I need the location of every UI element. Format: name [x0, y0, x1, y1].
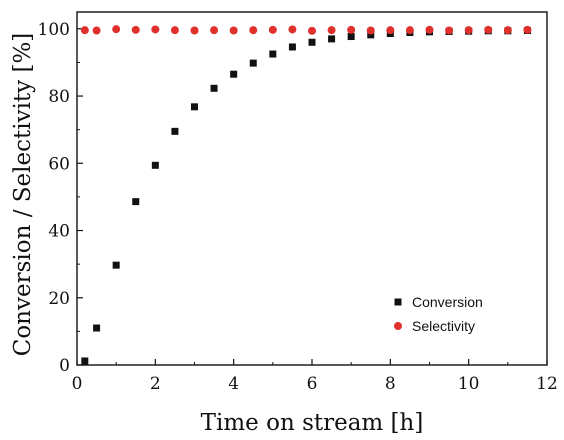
y-tick-label: 0: [59, 356, 70, 376]
selectivity-point: [523, 25, 532, 34]
legend: Conversion Selectivity: [394, 294, 483, 334]
conversion-point: [347, 33, 355, 41]
conversion-point: [151, 161, 159, 169]
selectivity-point: [445, 26, 454, 35]
selectivity-point: [92, 26, 101, 35]
x-tick-label: 4: [228, 374, 239, 394]
selectivity-point: [268, 25, 277, 34]
y-axis-ticks: 0 20 40 60 80 100: [38, 20, 83, 376]
y-tick-label: 80: [48, 87, 70, 107]
conversion-point: [249, 59, 257, 67]
conversion-point: [308, 38, 316, 46]
legend-marker-conversion: [394, 298, 402, 306]
selectivity-point: [308, 26, 316, 35]
conversion-point: [269, 50, 277, 58]
conversion-point: [171, 127, 179, 135]
y-tick-label: 20: [48, 289, 70, 309]
x-tick-label: 12: [536, 374, 558, 394]
selectivity-point: [288, 25, 297, 34]
conversion-point: [367, 31, 375, 39]
x-axis-title: Time on stream [h]: [201, 410, 424, 436]
selectivity-point: [249, 26, 258, 35]
selectivity-point: [464, 26, 473, 35]
y-tick-label: 40: [48, 222, 70, 242]
selectivity-point: [347, 25, 356, 34]
series-conversion: [81, 26, 531, 365]
selectivity-point: [386, 26, 395, 35]
data-series: [80, 25, 532, 365]
legend-label-selectivity: Selectivity: [412, 318, 475, 334]
x-tick-label: 6: [307, 374, 318, 394]
selectivity-point: [112, 25, 121, 34]
selectivity-point: [170, 26, 179, 35]
conversion-point: [230, 70, 238, 78]
selectivity-point: [131, 25, 140, 34]
x-tick-label: 8: [385, 374, 396, 394]
selectivity-point: [229, 26, 238, 35]
selectivity-point: [327, 26, 336, 35]
conversion-point: [328, 35, 336, 43]
conversion-point: [210, 84, 218, 92]
selectivity-point: [366, 26, 375, 35]
x-tick-label: 10: [458, 374, 480, 394]
selectivity-point: [405, 26, 414, 35]
selectivity-point: [503, 26, 512, 35]
selectivity-point: [484, 25, 493, 34]
selectivity-point: [210, 26, 219, 35]
legend-marker-selectivity: [394, 322, 402, 330]
x-tick-label: 2: [150, 374, 161, 394]
x-axis-ticks: 0 2 4 6 8 10 12: [72, 359, 558, 394]
legend-label-conversion: Conversion: [412, 294, 483, 310]
y-axis-title: Conversion / Selectivity [%]: [10, 33, 36, 357]
conversion-point: [93, 324, 101, 332]
selectivity-point: [151, 25, 160, 34]
plot-border: [76, 11, 548, 366]
series-selectivity: [80, 25, 532, 35]
y-tick-label: 60: [48, 154, 70, 174]
conversion-point: [288, 43, 296, 51]
y-tick-label: 100: [38, 20, 70, 40]
selectivity-point: [80, 26, 89, 35]
conversion-point: [132, 198, 140, 206]
selectivity-point: [190, 26, 199, 35]
conversion-point: [191, 103, 198, 111]
selectivity-point: [425, 25, 434, 34]
conversion-point: [112, 261, 120, 269]
plot-frame: [76, 11, 548, 366]
conversion-point: [81, 357, 89, 365]
x-tick-label: 0: [72, 374, 83, 394]
